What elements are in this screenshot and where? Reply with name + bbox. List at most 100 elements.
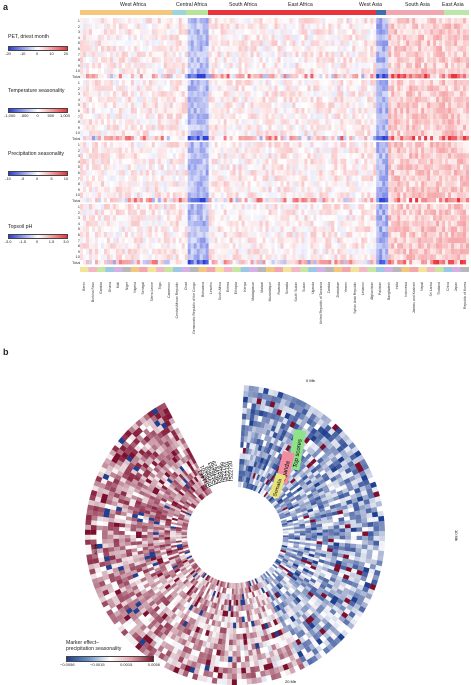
heatmap-cell bbox=[121, 153, 126, 159]
heatmap-cell bbox=[463, 170, 467, 176]
heatmap-cell bbox=[442, 181, 446, 187]
heatmap-cell bbox=[268, 29, 272, 35]
heatmap-cell bbox=[391, 186, 395, 193]
heatmap-cell bbox=[196, 74, 200, 79]
heatmap-cell bbox=[112, 226, 117, 232]
heatmap-cell bbox=[91, 136, 96, 141]
heatmap-cell bbox=[319, 136, 323, 141]
heatmap-cell bbox=[442, 68, 446, 74]
heatmap-cell bbox=[454, 192, 458, 198]
heatmap-cell bbox=[292, 220, 296, 227]
heatmap-cell bbox=[283, 175, 287, 182]
heatmap-cell bbox=[256, 80, 260, 86]
heatmap-cell bbox=[220, 46, 224, 52]
heatmap-cell bbox=[268, 192, 272, 198]
heatmap-cell bbox=[415, 85, 419, 92]
heatmap-cell bbox=[400, 192, 404, 198]
heatmap-cell bbox=[364, 147, 368, 154]
heatmap-cell bbox=[340, 175, 344, 182]
heatmap-cell bbox=[322, 40, 326, 46]
heatmap-cell bbox=[97, 74, 102, 79]
heatmap-cell bbox=[169, 23, 173, 30]
heatmap-cell bbox=[166, 57, 170, 63]
heatmap-cell bbox=[397, 124, 401, 131]
heatmap-cell bbox=[109, 226, 114, 232]
heatmap-cell bbox=[145, 158, 150, 165]
heatmap-cell bbox=[379, 142, 383, 148]
tick-label: 10 bbox=[49, 51, 54, 56]
heatmap-cell bbox=[94, 209, 99, 216]
heatmap-cell bbox=[349, 96, 353, 103]
heatmap-cell bbox=[82, 209, 87, 216]
heatmap-cell bbox=[217, 18, 221, 24]
heatmap-cell bbox=[235, 29, 239, 35]
heatmap-cell bbox=[274, 80, 278, 86]
heatmap-cell bbox=[367, 46, 371, 52]
heatmap-cell bbox=[133, 102, 138, 108]
heatmap-cell bbox=[346, 57, 350, 63]
heatmap-cell bbox=[427, 136, 431, 141]
heatmap-cell bbox=[226, 164, 230, 170]
heatmap-cell bbox=[244, 198, 248, 203]
heatmap-cell bbox=[334, 124, 338, 131]
heatmap-cell bbox=[460, 113, 464, 120]
heatmap-cell bbox=[457, 136, 461, 141]
heatmap-cell bbox=[286, 80, 290, 86]
heatmap-cell bbox=[109, 215, 114, 221]
heatmap-cell bbox=[229, 96, 233, 103]
heatmap-cell bbox=[271, 34, 275, 41]
heatmap-cell bbox=[112, 204, 117, 210]
heatmap-cell bbox=[403, 142, 407, 148]
heatmap-cell bbox=[388, 158, 392, 165]
heatmap-cell bbox=[382, 57, 386, 63]
heatmap-cell bbox=[334, 226, 338, 232]
heatmap-cell bbox=[160, 130, 164, 136]
heatmap-cell bbox=[229, 68, 233, 74]
heatmap-cell bbox=[115, 198, 120, 203]
heatmap-cell bbox=[337, 215, 341, 221]
heatmap-cell bbox=[175, 62, 179, 69]
heatmap-cell bbox=[316, 226, 320, 232]
heatmap-cell bbox=[322, 170, 326, 176]
heatmap-cell bbox=[157, 204, 161, 210]
heatmap-cell bbox=[409, 74, 413, 79]
heatmap-cell bbox=[142, 113, 147, 120]
heatmap-cell bbox=[460, 102, 464, 108]
heatmap-cell bbox=[346, 147, 350, 154]
heatmap-cell bbox=[226, 186, 230, 193]
heatmap-cell bbox=[250, 158, 254, 165]
heatmap-cell bbox=[100, 198, 105, 203]
heatmap-cell bbox=[343, 40, 347, 46]
heatmap-cell bbox=[445, 175, 449, 182]
heatmap-cell bbox=[382, 198, 386, 203]
heatmap-cell bbox=[205, 153, 209, 159]
heatmap-cell bbox=[127, 170, 132, 176]
heatmap-cell bbox=[235, 40, 239, 46]
heatmap-cell bbox=[382, 204, 386, 210]
heatmap-cell bbox=[142, 226, 147, 232]
heatmap-cell bbox=[253, 226, 257, 232]
heatmap-cell bbox=[415, 18, 419, 24]
heatmap-cell bbox=[157, 51, 161, 58]
heatmap-cell bbox=[80, 96, 84, 103]
heatmap-cell bbox=[289, 68, 293, 74]
heatmap-cell bbox=[283, 85, 287, 92]
heatmap-cell bbox=[403, 198, 407, 203]
heatmap-cell bbox=[424, 34, 428, 41]
heatmap-cell bbox=[232, 204, 236, 210]
heatmap-cell bbox=[382, 192, 386, 198]
heatmap-cell bbox=[430, 46, 434, 52]
heatmap-cell bbox=[265, 142, 269, 148]
heatmap-cell bbox=[229, 23, 233, 30]
heatmap-cell bbox=[352, 91, 356, 97]
heatmap-cell bbox=[262, 57, 266, 63]
heatmap-cell bbox=[121, 209, 126, 216]
tick-label: 0 bbox=[35, 239, 39, 244]
heatmap-cell bbox=[277, 130, 281, 136]
heatmap-cell bbox=[328, 175, 332, 182]
heatmap-cell bbox=[376, 74, 380, 79]
heatmap-cell bbox=[196, 18, 200, 24]
heatmap-cell bbox=[385, 209, 389, 216]
heatmap-cell bbox=[310, 209, 314, 216]
heatmap-cell bbox=[94, 153, 99, 159]
